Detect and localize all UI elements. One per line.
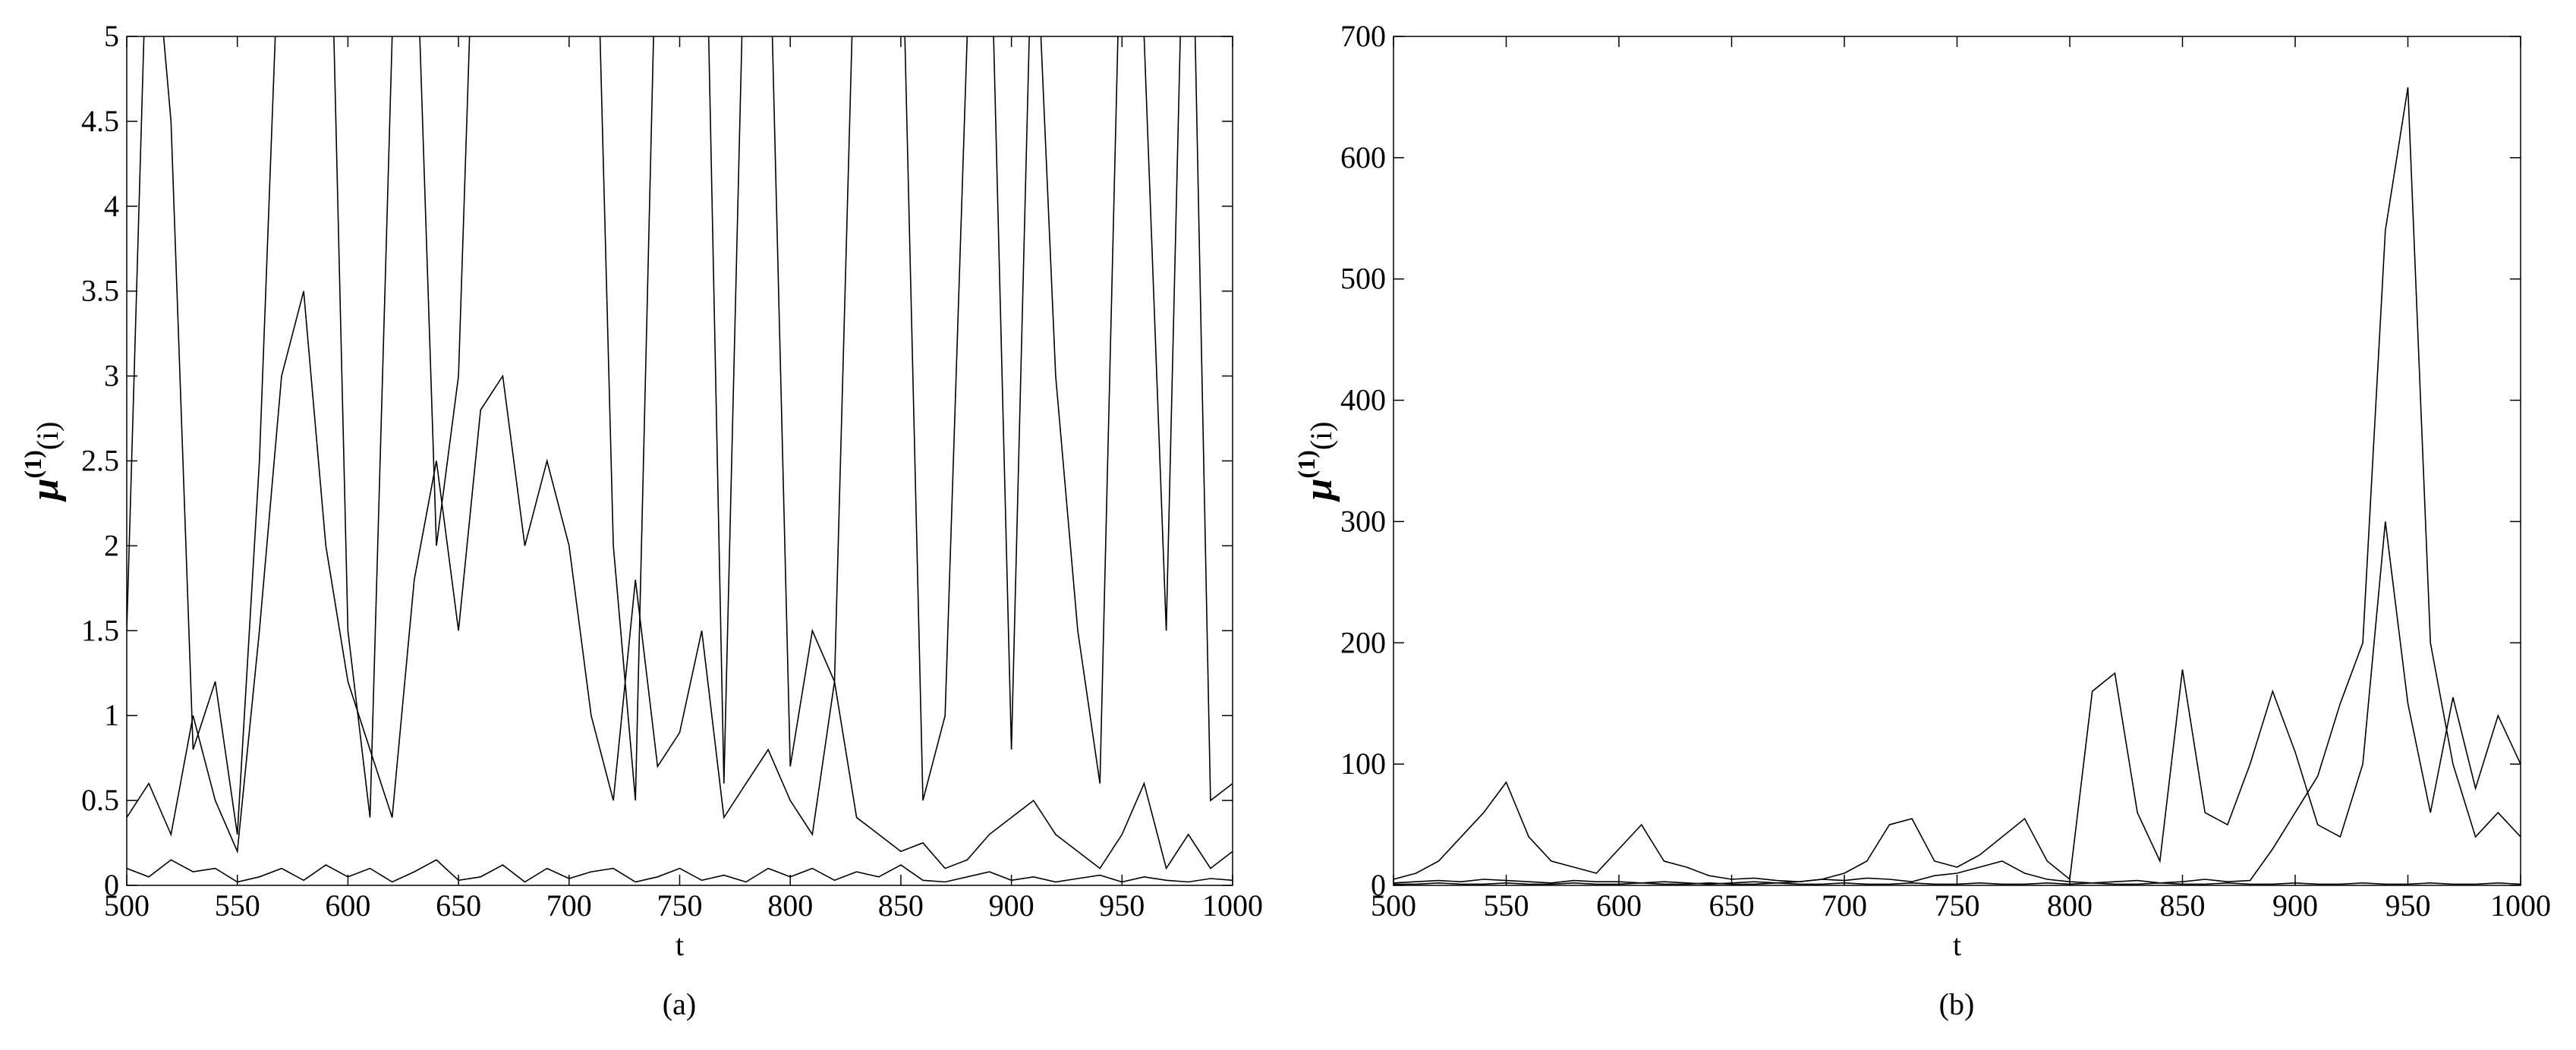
x-tick-label: 850 (878, 888, 924, 923)
x-tick-label: 500 (104, 888, 150, 923)
x-tick-label: 900 (989, 888, 1034, 923)
y-axis-label: μ(1)(i) (1293, 422, 1340, 503)
y-tick-label: 2 (104, 528, 119, 562)
x-tick-label: 600 (325, 888, 370, 923)
y-tick-label: 500 (1340, 262, 1386, 296)
x-axis-label: t (675, 928, 684, 962)
plot-frame (126, 36, 1233, 886)
y-tick-label: 1.5 (81, 613, 119, 647)
x-tick-label: 550 (1484, 888, 1529, 923)
data-line (127, 859, 1233, 883)
y-tick-label: 400 (1340, 383, 1386, 417)
x-tick-label: 900 (2272, 888, 2318, 923)
y-label-symbol: μ (24, 479, 67, 503)
y-label-tail: (i) (30, 422, 65, 451)
x-tick-label: 700 (546, 888, 592, 923)
panel-label: (b) (1939, 987, 1975, 1021)
y-tick-label: 200 (1340, 625, 1386, 659)
y-label-symbol: μ (1297, 479, 1340, 503)
data-line (1393, 521, 2521, 883)
y-tick-label: 3.5 (81, 274, 119, 308)
x-tick-label: 950 (2385, 888, 2431, 923)
y-tick-label: 600 (1340, 140, 1386, 174)
x-tick-label: 750 (1935, 888, 1980, 923)
y-tick-label: 700 (1340, 19, 1386, 53)
x-tick-label: 1000 (2490, 888, 2551, 923)
y-label-sup: (1) (1293, 450, 1320, 478)
x-tick-label: 950 (1099, 888, 1145, 923)
y-tick-label: 1 (104, 698, 119, 732)
y-tick-label: 0.5 (81, 783, 119, 817)
y-tick-label: 0 (1371, 868, 1386, 902)
x-tick-label: 700 (1822, 888, 1867, 923)
x-tick-label: 650 (1709, 888, 1755, 923)
data-line (1393, 86, 2521, 885)
x-tick-label: 1000 (1202, 888, 1263, 923)
x-tick-label: 850 (2160, 888, 2206, 923)
x-tick-label: 800 (767, 888, 813, 923)
y-axis-label: μ(1)(i) (19, 422, 67, 503)
y-tick-label: 100 (1340, 747, 1386, 781)
data-line (127, 36, 1233, 835)
x-tick-label: 750 (657, 888, 703, 923)
plot-frame (1393, 36, 2521, 886)
panel-label: (a) (663, 987, 696, 1021)
x-tick-label: 800 (2047, 888, 2093, 923)
y-tick-label: 5 (104, 19, 119, 53)
y-label-tail: (i) (1304, 422, 1338, 451)
y-tick-label: 0 (104, 868, 119, 902)
y-label-sup: (1) (19, 450, 46, 478)
x-axis-label: t (1953, 928, 1961, 962)
x-tick-label: 650 (436, 888, 481, 923)
y-tick-label: 4 (104, 189, 119, 223)
y-tick-label: 4.5 (81, 104, 119, 138)
x-tick-label: 500 (1371, 888, 1416, 923)
y-tick-label: 3 (104, 359, 119, 393)
y-tick-label: 300 (1340, 504, 1386, 538)
data-line (127, 291, 1233, 870)
x-tick-label: 600 (1596, 888, 1642, 923)
x-tick-label: 550 (215, 888, 260, 923)
y-tick-label: 2.5 (81, 444, 119, 478)
